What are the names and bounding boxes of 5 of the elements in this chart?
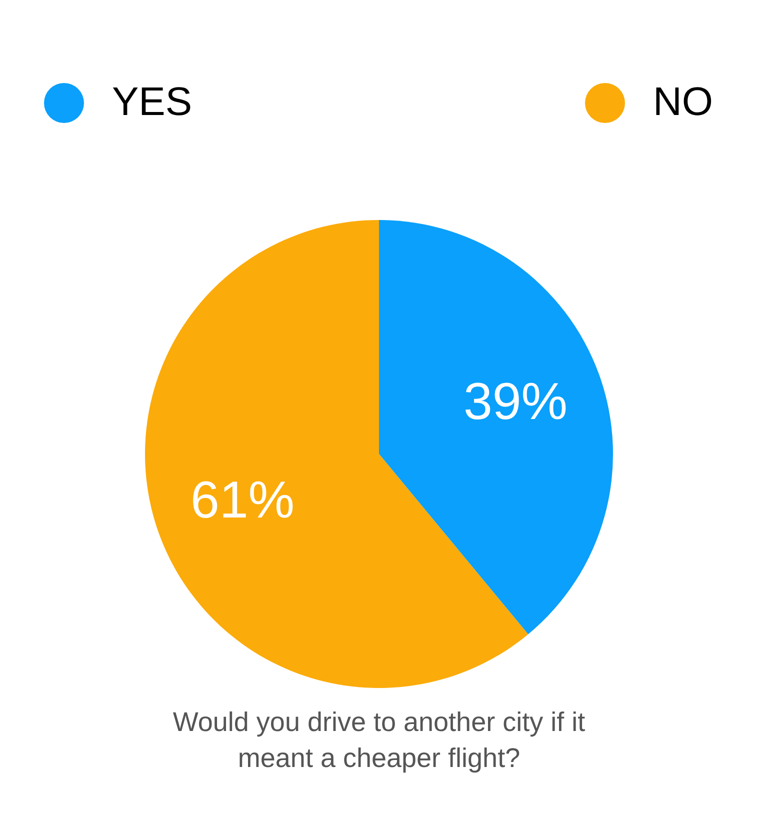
- legend-label: YES: [112, 80, 192, 125]
- legend-label: NO: [653, 80, 713, 125]
- text: Would you drive to another city if it meant a cheaper flight?: [172, 706, 586, 775]
- data-label: 39%: [463, 373, 568, 432]
- data-label: 61%: [190, 471, 295, 530]
